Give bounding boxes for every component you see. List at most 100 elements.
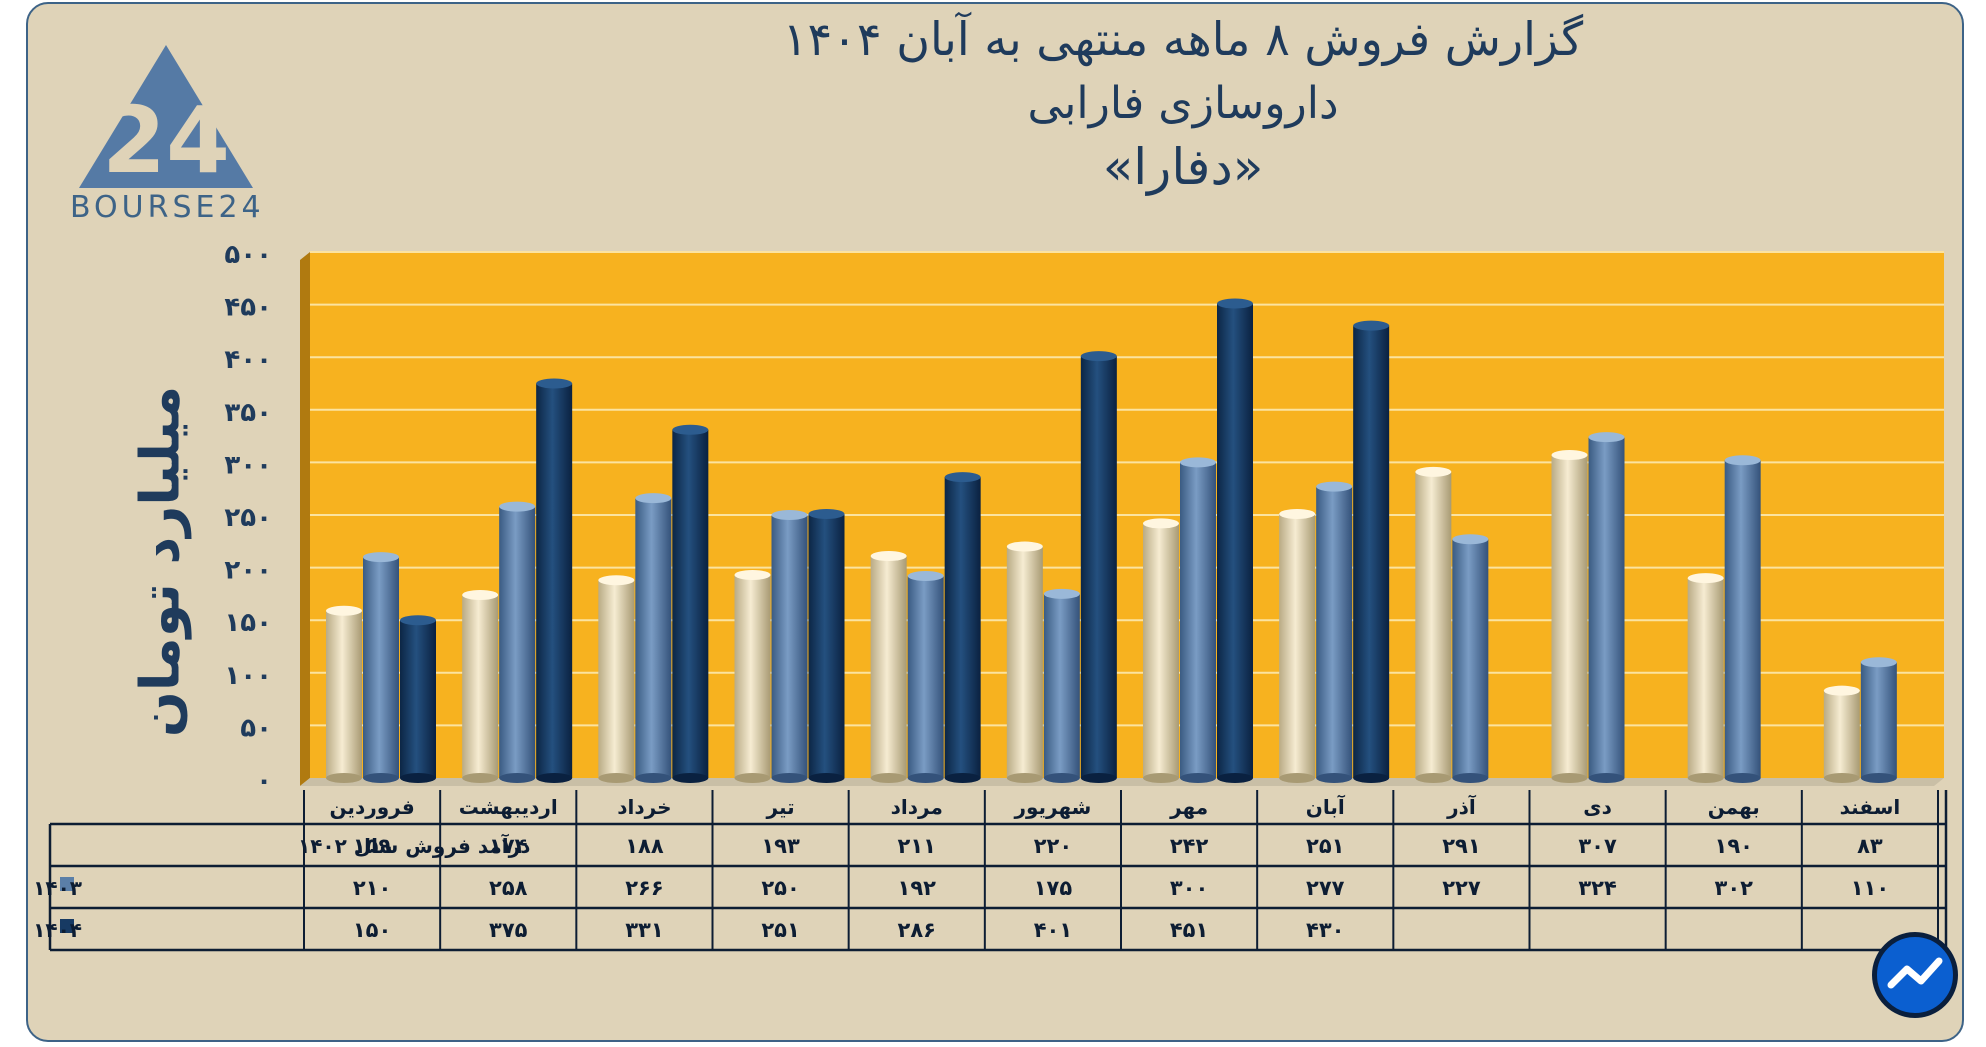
y-tick-label: ۱۰۰ — [224, 661, 272, 691]
bar-base — [1143, 773, 1179, 783]
bar — [598, 580, 635, 778]
category-label: مهر — [1169, 795, 1208, 819]
chart-ticker: «دفارا» — [1102, 138, 1264, 196]
bar-base — [462, 773, 499, 783]
bar — [944, 477, 981, 778]
y-tick-label: ۴۰۰ — [224, 345, 272, 375]
bar — [870, 556, 907, 778]
category-label: شهریور — [1013, 795, 1091, 819]
bar — [499, 506, 536, 778]
bar — [734, 574, 771, 778]
series-label: ۱۴۰۴ — [33, 918, 82, 942]
data-label: ۱۹۰ — [1715, 834, 1753, 858]
bar — [1687, 578, 1724, 778]
bar-base — [499, 773, 536, 783]
category-label: تیر — [766, 795, 795, 819]
plot-floor — [300, 778, 1944, 786]
y-tick-label: ۵۰ — [240, 713, 272, 743]
bar — [1143, 523, 1179, 778]
bar — [635, 498, 672, 778]
plot-side-wall — [300, 252, 310, 786]
bar — [1860, 662, 1897, 778]
bar-base — [1353, 773, 1390, 783]
bar — [1217, 303, 1253, 778]
bar-cap — [363, 552, 399, 563]
bar — [536, 383, 573, 778]
data-label: ۲۸۶ — [898, 918, 936, 942]
bar — [1823, 690, 1860, 778]
category-label: خرداد — [617, 795, 671, 819]
bar — [1452, 539, 1489, 778]
bar-base — [1823, 773, 1860, 783]
bar-base — [363, 773, 399, 783]
bar-cap — [536, 378, 573, 389]
data-label: ۲۶۶ — [625, 876, 663, 900]
bar-base — [1279, 773, 1316, 783]
bar-cap — [1316, 481, 1353, 492]
data-label: ۱۷۴ — [489, 834, 528, 858]
data-label: ۱۷۵ — [1034, 876, 1073, 900]
bar-cap — [808, 508, 845, 519]
bar-base — [771, 773, 808, 783]
data-label: ۱۸۸ — [625, 834, 664, 858]
y-tick-label: ۵۰۰ — [224, 240, 272, 270]
bar — [363, 557, 399, 778]
bar-base — [1860, 773, 1897, 783]
bar-cap — [400, 615, 436, 626]
data-label: ۲۲۷ — [1442, 876, 1481, 900]
bar — [1080, 356, 1117, 778]
data-label: ۳۰۲ — [1715, 876, 1754, 900]
bar-cap — [1551, 450, 1588, 461]
bar — [1043, 593, 1080, 778]
bar-cap — [944, 472, 981, 483]
logo-glyph: 24 — [102, 87, 230, 194]
data-label: ۳۷۵ — [489, 918, 528, 942]
data-label: ۲۲۰ — [1034, 834, 1072, 858]
data-label: ۴۳۰ — [1306, 918, 1344, 942]
data-label: ۲۵۸ — [489, 876, 528, 900]
bar-base — [870, 773, 907, 783]
bar-base — [1080, 773, 1117, 783]
bar-base — [326, 773, 362, 783]
bar-base — [944, 773, 981, 783]
bar-cap — [870, 551, 907, 562]
data-label: ۱۵۹ — [353, 834, 392, 858]
y-tick-label: ۱۵۰ — [224, 608, 272, 638]
y-tick-label: ۳۵۰ — [224, 398, 272, 428]
bar-cap — [771, 510, 808, 520]
bar-cap — [1415, 466, 1452, 477]
bar — [1316, 486, 1353, 778]
bar-base — [1452, 773, 1489, 783]
bar — [907, 576, 944, 778]
category-label: فروردین — [329, 795, 414, 819]
data-label: ۴۰۱ — [1034, 918, 1072, 942]
y-tick-label: ۴۵۰ — [224, 293, 272, 323]
bar-base — [1551, 773, 1588, 783]
bar-base — [635, 773, 672, 783]
bar-cap — [499, 501, 536, 512]
chart-title: گزارش فروش ۸ ماهه منتهی به آبان ۱۴۰۴ — [782, 12, 1584, 66]
legend-swatch — [60, 919, 74, 933]
y-tick-label: ۲۵۰ — [224, 503, 272, 533]
bar-cap — [1080, 351, 1117, 362]
data-label: ۱۱۰ — [1851, 876, 1889, 900]
bar-cap — [1823, 685, 1860, 696]
data-label: ۲۵۱ — [761, 918, 799, 942]
bar — [326, 610, 362, 778]
bar — [1551, 455, 1588, 778]
data-label: ۲۷۷ — [1306, 876, 1345, 900]
series-label: ۱۴۰۳ — [33, 876, 82, 900]
data-label: ۱۵۰ — [353, 918, 391, 942]
category-label: اسفند — [1840, 795, 1901, 819]
chart-subtitle: داروسازی فارابی — [1027, 78, 1339, 129]
category-label: دی — [1583, 795, 1612, 819]
bar-cap — [672, 424, 709, 435]
bar-cap — [907, 571, 944, 582]
bar-cap — [1353, 320, 1390, 331]
bar-cap — [1143, 518, 1179, 529]
bar-base — [1316, 773, 1353, 783]
bar-cap — [635, 493, 672, 504]
data-label: ۲۹۱ — [1442, 834, 1480, 858]
category-label: آذر — [1446, 794, 1477, 819]
